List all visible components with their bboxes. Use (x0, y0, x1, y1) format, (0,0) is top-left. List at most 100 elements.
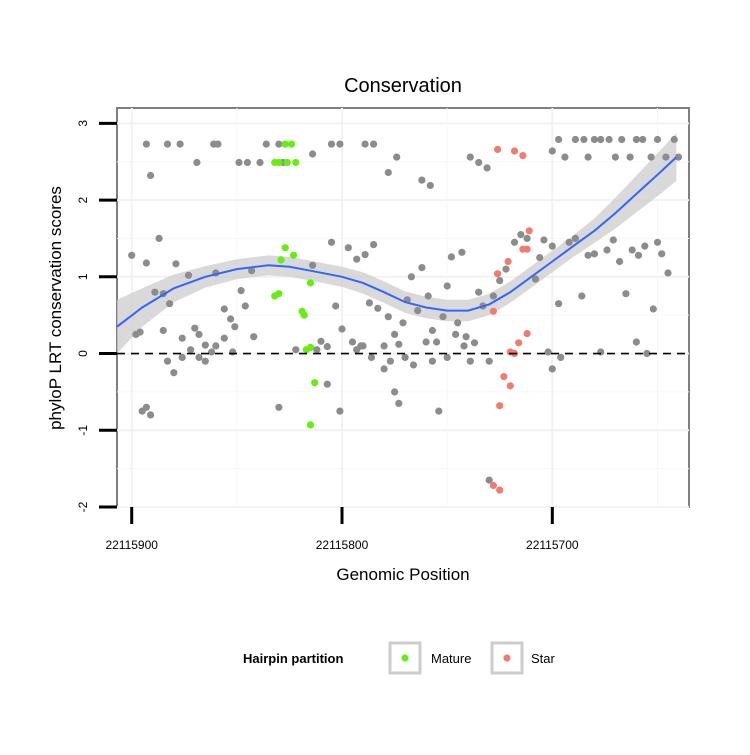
data-point-star (496, 486, 504, 494)
data-point-other (323, 380, 331, 388)
data-point-star (496, 402, 504, 410)
data-point-other (241, 302, 249, 310)
data-point-other (128, 251, 136, 259)
data-point-other (151, 288, 159, 296)
data-point-other (395, 399, 403, 407)
data-point-other (248, 267, 256, 275)
data-point-other (548, 365, 556, 373)
data-point-other (237, 287, 245, 295)
data-point-other (647, 153, 655, 161)
data-point-other (212, 342, 220, 350)
legend-title: Hairpin partition (243, 651, 343, 666)
data-point-mature (281, 140, 289, 148)
data-point-other (639, 135, 647, 144)
data-point-other (458, 248, 466, 256)
data-point-other (327, 140, 336, 148)
data-point-other (565, 238, 573, 246)
legend-label-star: Star (531, 651, 556, 666)
data-point-other (380, 365, 388, 373)
y-tick-label: 2 (76, 196, 90, 203)
data-point-other (187, 346, 195, 354)
data-point-other (142, 403, 150, 411)
data-point-other (548, 147, 556, 155)
data-point-other (172, 260, 180, 268)
data-point-other (208, 348, 216, 356)
data-point-other (557, 353, 565, 361)
y-tick-label: 0 (76, 350, 90, 357)
x-tick-label: 22115800 (316, 538, 369, 552)
data-point-other (454, 319, 462, 327)
data-point-other (380, 342, 388, 350)
data-point-other (395, 340, 403, 348)
data-point-other (462, 333, 470, 341)
y-tick-label: 1 (76, 273, 90, 280)
data-point-other (191, 324, 199, 332)
data-point-other (409, 361, 418, 369)
data-point-other (159, 326, 167, 335)
data-point-other (628, 246, 636, 254)
data-point-other (344, 244, 352, 252)
data-point-star (515, 339, 523, 347)
data-point-other (626, 153, 634, 161)
confidence-ribbon-layer (117, 133, 677, 354)
data-point-other (597, 348, 605, 356)
data-point-other (262, 140, 270, 148)
data-point-other (571, 135, 580, 144)
data-point-other (460, 342, 468, 350)
data-point-other (502, 265, 510, 273)
data-point-other (443, 353, 451, 361)
legend: Hairpin partition Mature Star (243, 641, 556, 675)
data-point-other (632, 135, 641, 144)
data-point-other (235, 158, 243, 167)
data-point-other (536, 254, 544, 262)
data-point-other (622, 290, 630, 298)
data-point-other (428, 326, 436, 335)
smooth-trend-line (116, 156, 678, 328)
data-point-mature (275, 158, 283, 167)
data-point-other (418, 264, 426, 272)
data-point-mature (287, 140, 296, 148)
data-point-other (475, 288, 483, 296)
data-point-other (399, 319, 407, 327)
data-point-other (147, 171, 155, 180)
data-point-other (367, 353, 376, 361)
data-point-star (494, 270, 502, 278)
data-point-star (489, 307, 497, 315)
data-point-other (229, 348, 237, 356)
data-point-other (407, 273, 415, 281)
data-point-other (653, 135, 662, 144)
data-point-other (483, 164, 491, 172)
data-point-other (275, 140, 283, 148)
data-point-other (439, 313, 447, 321)
data-point-other (201, 341, 209, 349)
data-point-other (555, 300, 563, 308)
data-point-other (470, 339, 479, 347)
data-point-other (374, 304, 382, 312)
data-point-other (323, 343, 331, 351)
data-point-other (489, 292, 497, 300)
data-point-other (466, 357, 474, 365)
data-point-other (166, 300, 174, 308)
data-point-star (525, 227, 533, 235)
data-point-star (500, 373, 508, 381)
data-point-other (580, 135, 588, 144)
data-point-star (519, 152, 527, 160)
legend-key-star (490, 641, 524, 675)
data-point-other (327, 238, 336, 246)
data-point-other (641, 242, 649, 250)
data-point-other (435, 407, 443, 415)
data-point-mature (306, 421, 315, 429)
data-point-other (256, 158, 264, 167)
data-point-other (155, 234, 163, 242)
data-point-other (214, 140, 222, 148)
data-point-other (664, 269, 672, 277)
data-point-mature (306, 343, 315, 351)
data-point-other (433, 338, 441, 346)
data-point-other (332, 302, 340, 310)
data-point-other (544, 348, 552, 356)
data-point-other (540, 236, 548, 244)
data-point-other (317, 337, 325, 345)
confidence-ribbon (117, 133, 677, 354)
y-axis-title: phyloP LRT conservation scores (46, 186, 65, 430)
